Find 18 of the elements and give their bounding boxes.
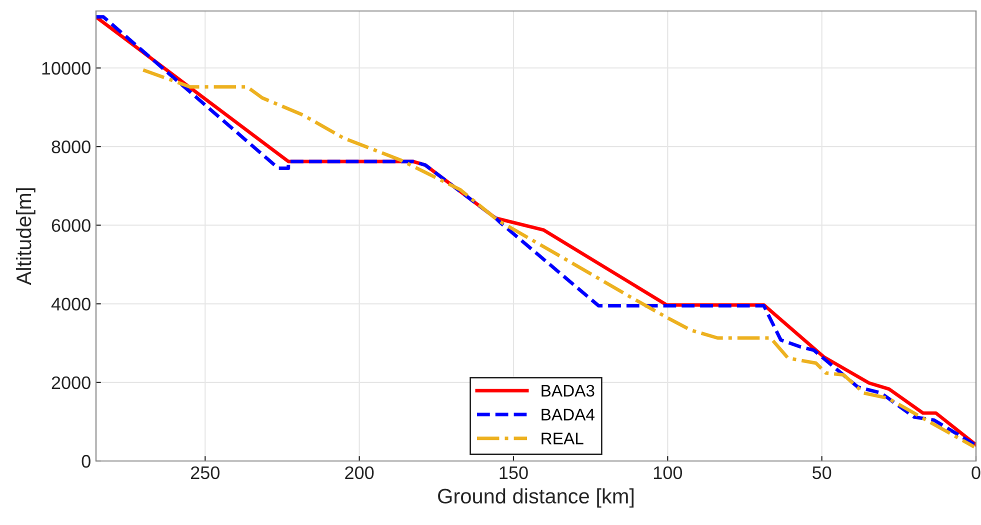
x-tick-label: 50: [812, 466, 832, 480]
x-tick-label: 200: [345, 466, 374, 480]
legend-label: BADA3: [542, 384, 594, 397]
x-axis-title: Ground distance [km]: [438, 488, 634, 508]
y-tick-label: 4000: [51, 298, 90, 311]
y-tick-label: 2000: [52, 376, 90, 390]
x-tick-label: 150: [500, 466, 528, 480]
x-tick-label: 100: [654, 466, 682, 480]
y-tick-label: 10000: [42, 62, 90, 75]
line-series: [141, 68, 976, 449]
y-tick-label: 8000: [52, 140, 90, 154]
x-tick-label: 250: [191, 466, 220, 480]
legend-label: BADA4: [542, 408, 595, 420]
y-tick-label: 0: [82, 454, 90, 468]
y-axis-title: Altitude[m]: [16, 188, 36, 286]
y-tick-label: 6000: [52, 219, 90, 232]
x-tick-label: 0: [972, 466, 980, 480]
legend-label: REAL: [542, 432, 584, 444]
